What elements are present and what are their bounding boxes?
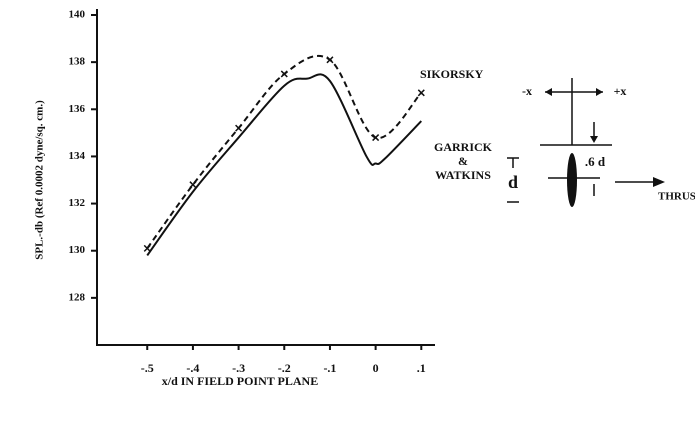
annotation: THRUST xyxy=(658,191,695,203)
x-tick-label: .1 xyxy=(417,361,426,375)
diagram: -x +x .6 d d THRUST xyxy=(507,78,695,207)
marker xyxy=(372,134,380,142)
x-tick-label: 0 xyxy=(373,361,379,375)
y-tick-label: 136 xyxy=(69,103,86,115)
y-tick-label: 130 xyxy=(69,244,86,256)
annotation: d xyxy=(508,172,518,192)
y-tick-label: 138 xyxy=(69,56,86,68)
x-tick-label: -.4 xyxy=(186,361,199,375)
x-tick-label: -.2 xyxy=(278,361,291,375)
x-tick-label: -.5 xyxy=(141,361,154,375)
x-axis-label: x/d IN FIELD POINT PLANE xyxy=(162,374,318,388)
marker xyxy=(143,244,151,252)
y-axis-label: SPL.-db (Ref 0.0002 dyne/sq. cm.) xyxy=(34,100,46,260)
annotation: -x xyxy=(522,84,532,98)
marker xyxy=(417,89,425,97)
y-tick-label: 140 xyxy=(69,9,86,21)
annotation: .6 d xyxy=(585,154,606,169)
marker xyxy=(326,56,334,64)
series-line xyxy=(146,73,423,257)
series-label: SIKORSKY xyxy=(420,67,484,81)
marker xyxy=(189,181,197,189)
x-tick-label: -.3 xyxy=(232,361,245,375)
annotation: +x xyxy=(614,84,627,98)
marker xyxy=(235,124,243,132)
y-tick-label: 134 xyxy=(69,150,86,162)
series-label: GARRICK & WATKINS xyxy=(434,140,493,182)
y-tick-label: 128 xyxy=(69,291,86,303)
y-tick-label: 132 xyxy=(69,197,86,209)
marker xyxy=(280,70,288,78)
axes xyxy=(96,9,435,346)
x-tick-label: -.1 xyxy=(323,361,336,375)
